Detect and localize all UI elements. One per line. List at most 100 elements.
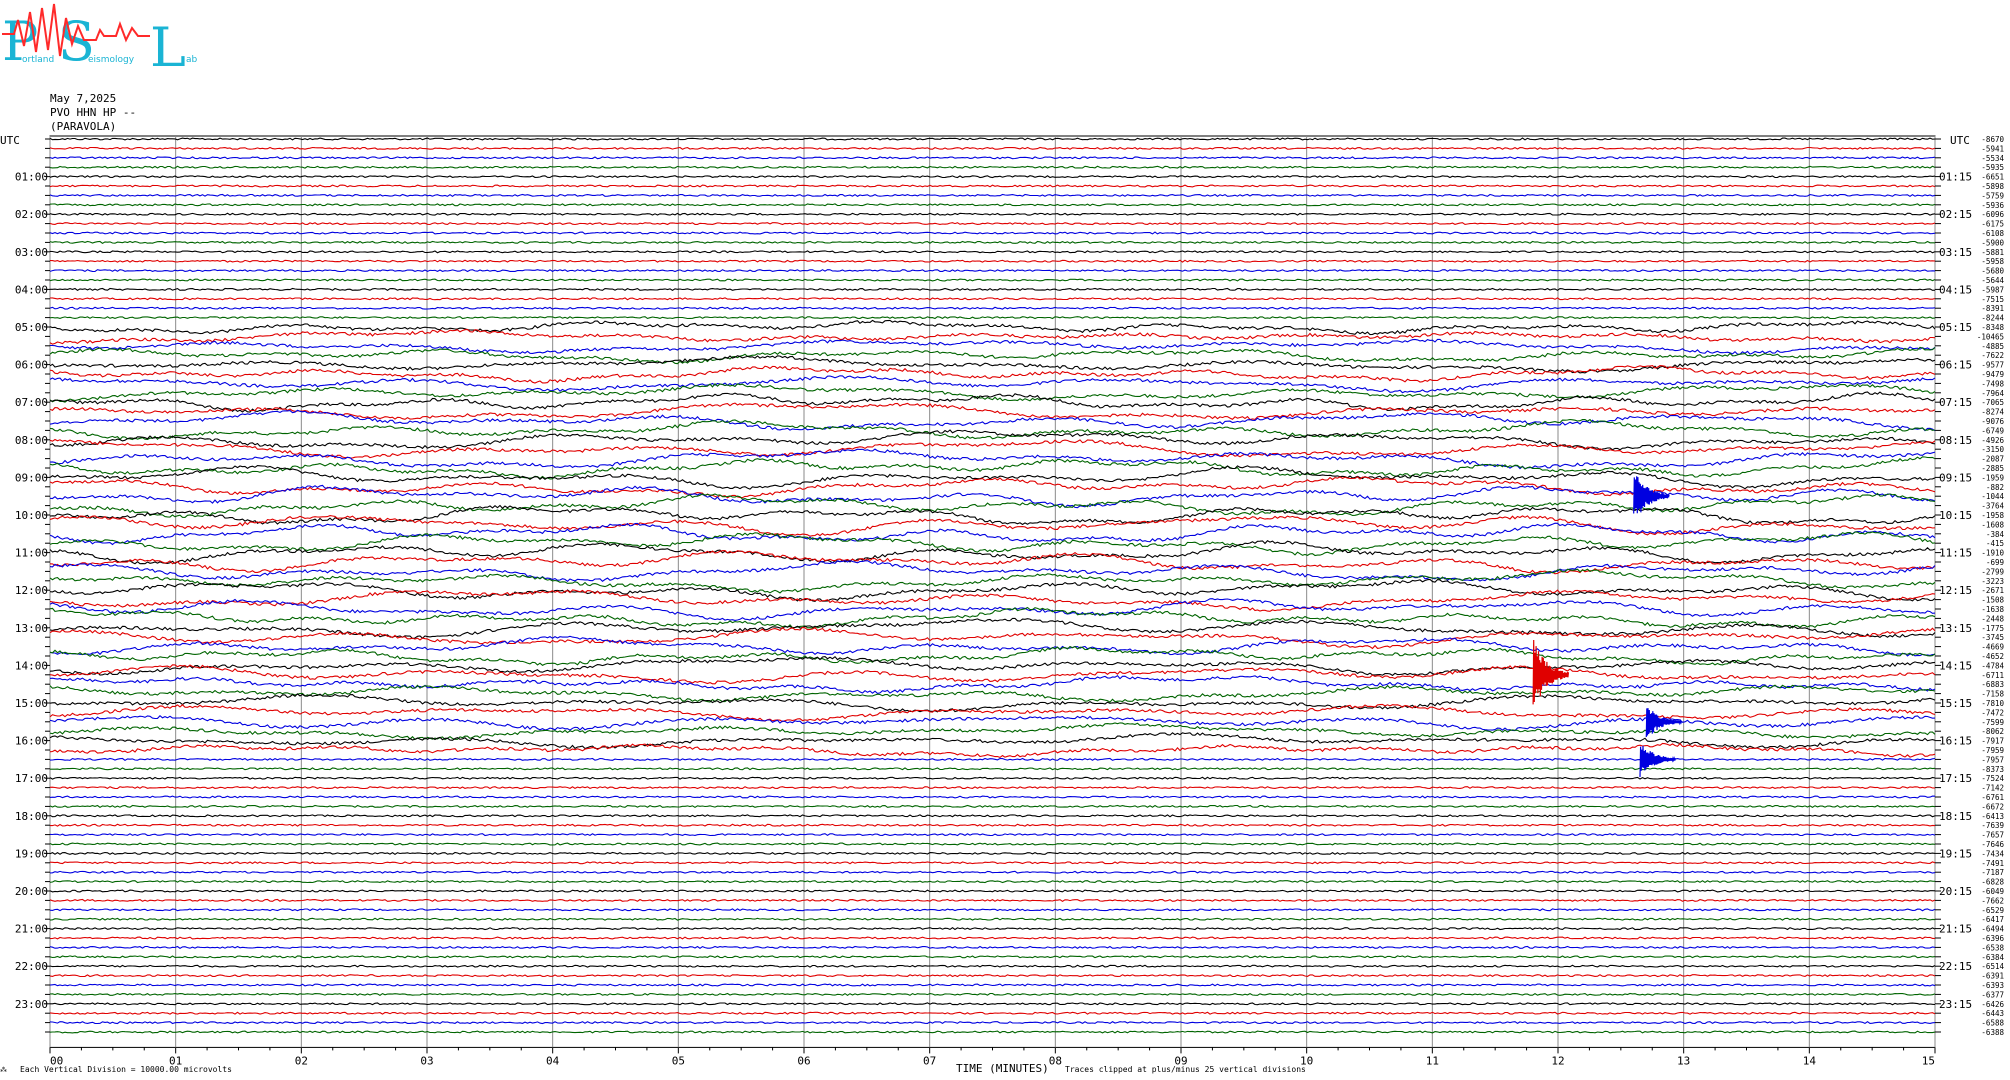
seismic-trace: [49, 757, 1936, 761]
hour-label-right: 15:15: [1939, 697, 1972, 710]
hour-label-right: 10:15: [1939, 509, 1972, 522]
hour-label-left: 06:00: [15, 359, 48, 372]
seismic-trace: [49, 355, 1936, 374]
hour-label-right: 06:15: [1939, 359, 1972, 372]
seismic-trace: [49, 974, 1936, 978]
trace-offset-label: -1638: [1981, 605, 2004, 614]
trace-offset-label: -7515: [1981, 295, 2004, 304]
seismic-trace: [50, 1002, 1936, 1006]
trace-offset-label: -2799: [1981, 567, 2004, 576]
hour-label-left: 19:00: [15, 847, 48, 860]
hour-label-right: 08:15: [1939, 434, 1972, 447]
seismic-trace: [49, 842, 1936, 846]
chart-frame: [49, 135, 1936, 1048]
seismic-trace: [49, 346, 1936, 365]
seismic-trace: [49, 880, 1936, 884]
seismic-trace: [49, 316, 1936, 320]
trace-offset-label: -9577: [1981, 361, 2004, 370]
trace-offset-label: -8244: [1981, 314, 2004, 323]
trace-offset-label: -8348: [1981, 323, 2004, 332]
seismic-trace: [49, 814, 1936, 818]
hour-label-right: 17:15: [1939, 772, 1972, 785]
x-tick-label: 09: [1174, 1054, 1187, 1067]
seismic-trace: [49, 645, 1936, 666]
trace-offset-label: -5900: [1981, 238, 2004, 247]
trace-offset-label: -7491: [1981, 859, 2004, 868]
earthquake-event-burst: [1633, 476, 1670, 514]
trace-offset-label: -8391: [1981, 304, 2004, 313]
trace-offset-label: -415: [1986, 539, 2004, 548]
trace-offset-label: -6377: [1981, 990, 2004, 999]
seismic-trace: [49, 589, 1936, 612]
trace-offset-label: -6494: [1981, 925, 2004, 934]
seismic-trace: [49, 418, 1936, 441]
minute-grid: [45, 135, 1941, 1054]
trace-offset-label: -7142: [1981, 784, 2004, 793]
seismic-trace: [49, 193, 1936, 197]
seismic-trace: [49, 955, 1936, 959]
hour-label-right: 09:15: [1939, 471, 1972, 484]
trace-offset-label: -7158: [1981, 690, 2004, 699]
trace-offset-label: -7622: [1981, 351, 2004, 360]
trace-offset-label: -4652: [1981, 652, 2004, 661]
logo-letter-l: L: [150, 16, 186, 72]
seismic-trace: [49, 429, 1936, 451]
seismic-trace: [49, 278, 1936, 282]
seismic-trace: [49, 684, 1936, 703]
hour-label-left: 13:00: [15, 622, 48, 635]
seismic-trace: [49, 635, 1936, 657]
seismic-trace: [49, 515, 1936, 537]
earthquake-event-burst: [1639, 745, 1676, 778]
seismic-trace: [49, 626, 1936, 650]
seismic-trace: [49, 927, 1936, 931]
seismic-trace: [49, 578, 1936, 602]
seismic-trace: [49, 1030, 1936, 1034]
seismic-trace: [49, 617, 1936, 640]
earthquake-event-burst: [1645, 708, 1683, 738]
trace-offset-label: -5898: [1981, 182, 2004, 191]
trace-offset-label: -882: [1986, 483, 2004, 492]
trace-offset-label: -5534: [1981, 154, 2004, 163]
trace-offset-label: -3150: [1981, 445, 2004, 454]
trace-offset-label: -7498: [1981, 379, 2004, 388]
seismic-trace: [49, 908, 1936, 912]
trace-offset-label: -7917: [1981, 737, 2004, 746]
trace-offset-label: -7187: [1981, 868, 2004, 877]
trace-offset-label: -7662: [1981, 896, 2004, 905]
seismic-trace: [49, 328, 1936, 345]
seismic-trace: [49, 250, 1936, 254]
seismic-trace: [49, 606, 1936, 629]
footer-small-logo: ⁂: [0, 1066, 7, 1074]
x-tick-label: 15: [1922, 1054, 1935, 1067]
trace-offset-label: -5680: [1981, 267, 2004, 276]
x-tick-label: 00: [50, 1054, 63, 1067]
trace-offset-label: -6175: [1981, 220, 2004, 229]
seismic-trace: [49, 504, 1936, 526]
trace-offset-label: -4784: [1981, 661, 2004, 670]
x-tick-label: 14: [1803, 1054, 1817, 1067]
seismic-trace: [49, 203, 1936, 207]
seismic-trace: [49, 240, 1935, 244]
seismic-trace: [49, 1011, 1936, 1015]
hour-label-left: 11:00: [15, 547, 48, 560]
x-tick-label: 10: [1300, 1054, 1313, 1067]
x-tick-label: 05: [672, 1054, 685, 1067]
trace-offset-label: -7646: [1981, 840, 2004, 849]
seismic-trace: [50, 338, 1936, 355]
clip-note: Traces clipped at plus/minus 25 vertical…: [1065, 1065, 1306, 1074]
seismic-trace: [50, 823, 1936, 827]
logo-text-ortland: ortland: [22, 55, 54, 65]
trace-offset-label: -8274: [1981, 408, 2004, 417]
trace-offset-label: -7959: [1981, 746, 2004, 755]
seismic-trace: [49, 861, 1936, 865]
trace-offset-label: -6761: [1981, 793, 2004, 802]
seismic-trace: [49, 776, 1936, 780]
seismic-trace: [49, 732, 1936, 750]
hour-label-right: 11:15: [1939, 547, 1972, 560]
hour-label-right: 16:15: [1939, 735, 1972, 748]
trace-offset-label: -6096: [1981, 210, 2004, 219]
x-tick-label: 06: [797, 1054, 810, 1067]
seismic-trace: [49, 598, 1936, 621]
trace-offset-label: -6049: [1981, 887, 2004, 896]
